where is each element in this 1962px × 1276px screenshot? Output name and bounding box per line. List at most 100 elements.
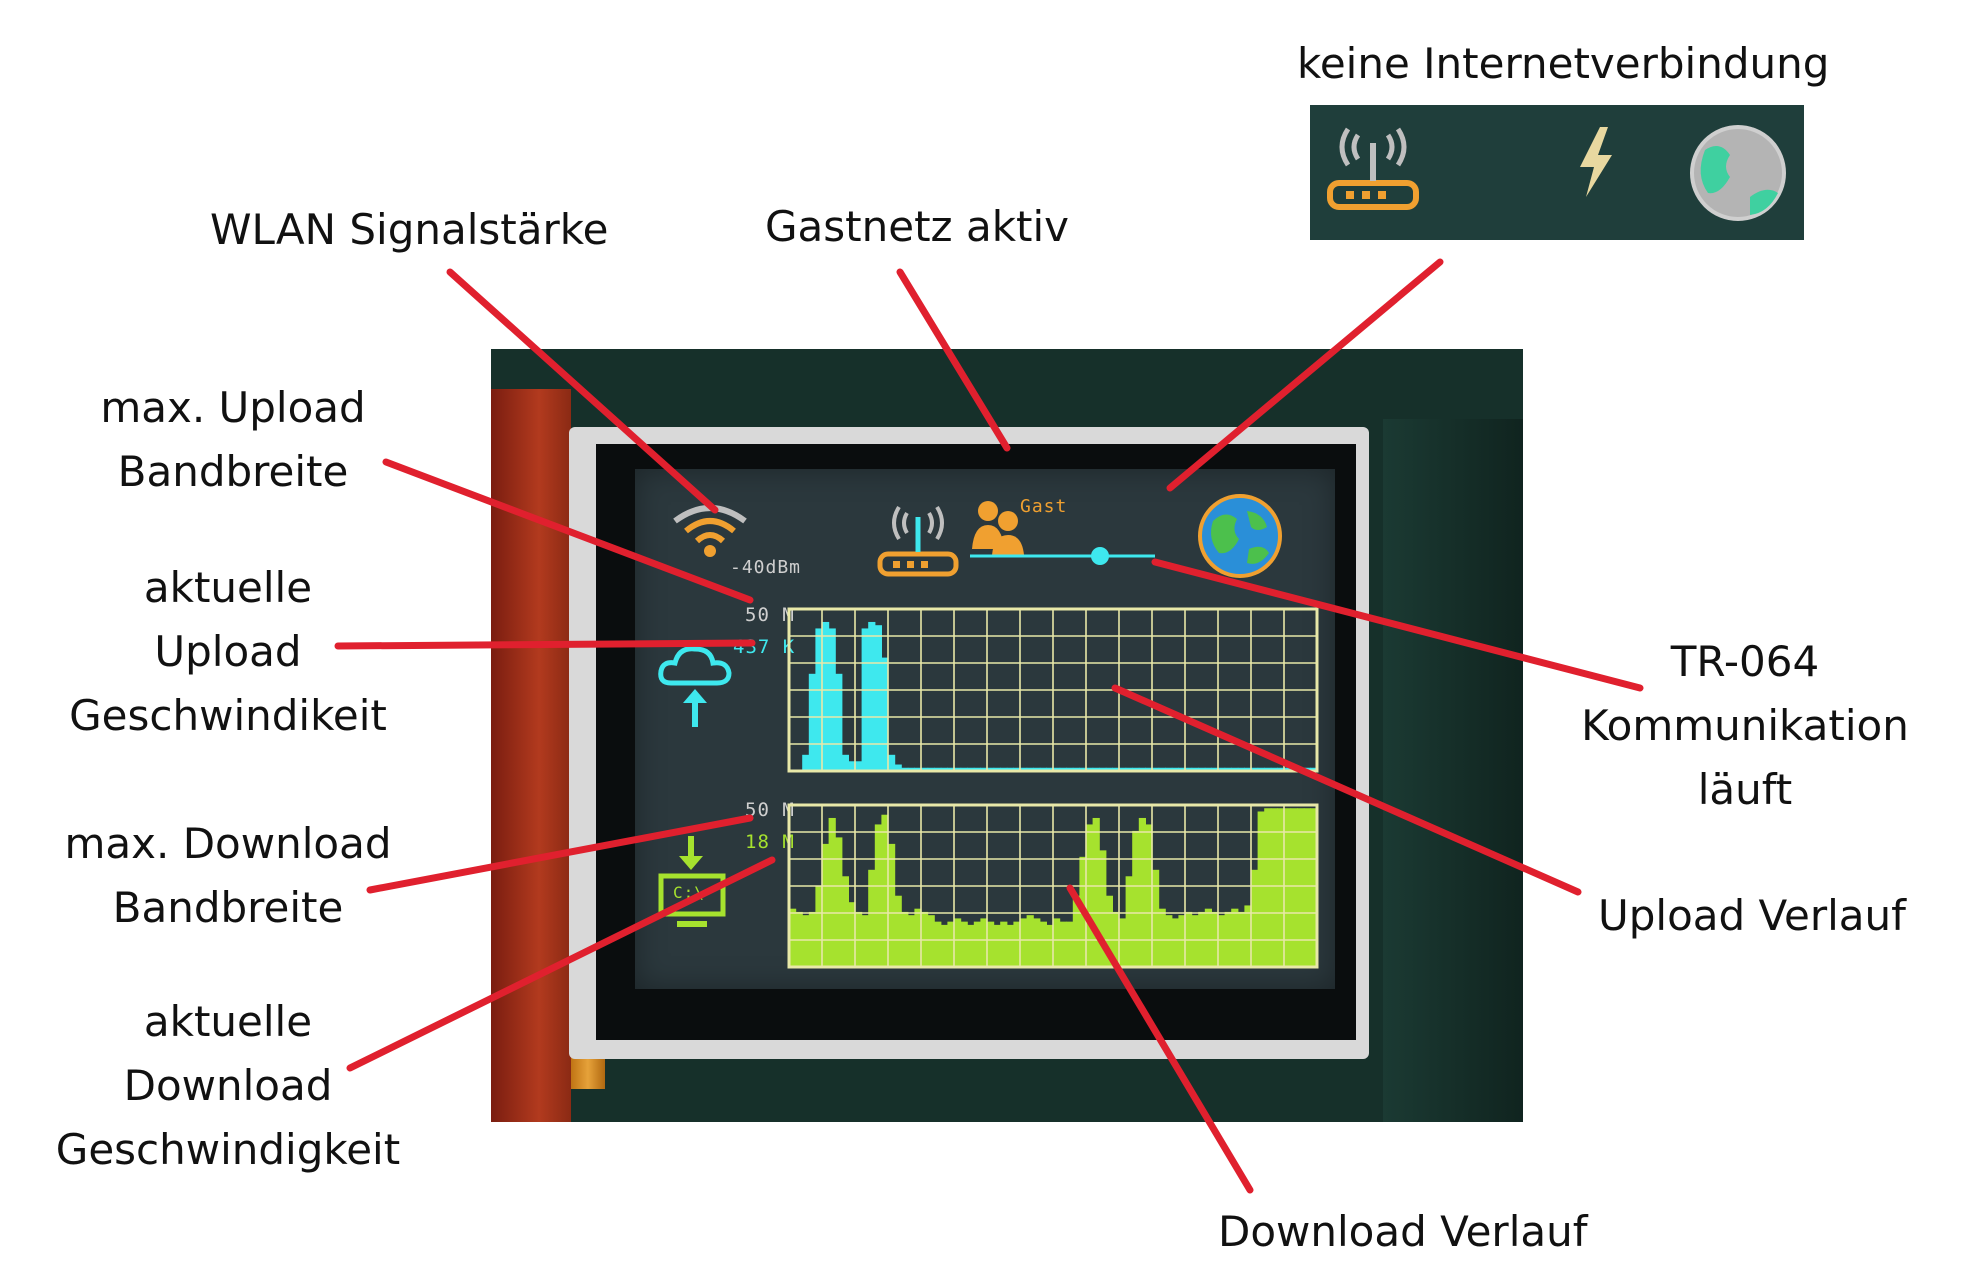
callout-line-3: läuft (1697, 765, 1793, 814)
download-bar (1284, 808, 1292, 967)
callout-line-2: Download (123, 1061, 333, 1110)
callout-line-2: Upload (154, 627, 302, 676)
line-max-download (366, 814, 754, 894)
globe-icon (1198, 494, 1282, 578)
download-bar (848, 902, 856, 967)
download-bar (914, 908, 922, 967)
upload-bar (1310, 767, 1318, 771)
download-bar (1026, 915, 1034, 967)
download-bar (1244, 905, 1252, 967)
download-bar (874, 824, 882, 967)
tr064-progress (970, 547, 1155, 565)
download-bar (881, 814, 889, 967)
upload-bar (1244, 767, 1252, 771)
download-bar (861, 915, 869, 967)
upload-bar (901, 767, 909, 771)
line-tr064 (1151, 558, 1644, 692)
upload-bar (1026, 767, 1034, 771)
download-bar (954, 918, 962, 967)
upload-bar (934, 767, 942, 771)
upload-bar (881, 657, 889, 771)
callout-download-history: Download Verlauf (1218, 1207, 1588, 1256)
no-internet-icons (1327, 125, 1786, 221)
download-bar (1303, 808, 1311, 967)
upload-frame (787, 607, 1319, 773)
download-bar (888, 843, 896, 967)
upload-bar (874, 625, 882, 771)
download-bar (802, 915, 810, 967)
callout-line-2: Bandbreite (112, 883, 344, 932)
upload-bar (894, 764, 902, 771)
upload-bar (987, 767, 995, 771)
upload-bar (1237, 767, 1245, 771)
callout-line-2: Kommunikation (1581, 701, 1909, 750)
download-bar (1165, 915, 1173, 967)
upload-bar (1198, 767, 1206, 771)
upload-bar (980, 767, 988, 771)
upload-bar (888, 754, 896, 771)
download-bar (1310, 808, 1318, 967)
signal-strength: -40dBm (730, 557, 802, 578)
download-computer-icon (658, 836, 726, 927)
download-bar (940, 924, 948, 967)
upload-bar (1211, 767, 1219, 771)
upload-bar (954, 767, 962, 771)
upload-bar (1033, 767, 1041, 771)
upload-bar (960, 767, 968, 771)
line-current-download (346, 856, 776, 1072)
upload-bar (822, 621, 830, 771)
line-max-upload (382, 458, 754, 604)
download-bar (894, 895, 902, 967)
download-bar (1125, 876, 1133, 967)
upload-bar (1152, 767, 1160, 771)
upload-bar (914, 767, 922, 771)
upload-bar (1066, 767, 1074, 771)
upload-bar (1112, 767, 1120, 771)
upload-bar (921, 767, 929, 771)
upload-bar (947, 767, 955, 771)
callout-line-1: aktuelle (143, 563, 313, 612)
upload-bar (1251, 767, 1259, 771)
pcb-right (1383, 419, 1523, 1122)
callout-line-1: TR-064 (1670, 637, 1820, 686)
upload-bar (1264, 767, 1272, 771)
upload-bar (940, 767, 948, 771)
download-bar (980, 918, 988, 967)
upload-bar (1231, 767, 1239, 771)
download-bar (1053, 918, 1061, 967)
upload-bar (841, 754, 849, 771)
download-bar (1257, 811, 1265, 967)
upload-bar (828, 628, 836, 771)
upload-bar (848, 761, 856, 771)
upload-bar (1171, 767, 1179, 771)
download-bar (1072, 895, 1080, 967)
download-bar (1270, 808, 1278, 967)
callout-current-upload: aktuelle Upload Geschwindikeit (56, 556, 400, 748)
upload-bar (993, 767, 1001, 771)
download-bar (993, 924, 1001, 967)
download-bar (822, 843, 830, 967)
download-bar (1059, 921, 1067, 967)
upload-bar (1046, 767, 1054, 771)
callout-line-3: Geschwindigkeit (55, 1125, 401, 1174)
upload-bar (967, 767, 975, 771)
download-frame (787, 803, 1319, 969)
upload-bar (1270, 767, 1278, 771)
download-bar (1033, 918, 1041, 967)
cloud-upload-icon (658, 646, 732, 727)
download-bar (841, 876, 849, 967)
download-bar (1132, 830, 1140, 967)
upload-bar (1158, 767, 1166, 771)
upload-bar (1125, 767, 1133, 771)
bandwidth-graphs (787, 607, 1319, 969)
download-bar (960, 921, 968, 967)
router-icon (877, 505, 959, 577)
download-bar (1204, 908, 1212, 967)
callout-current-download: aktuelle Download Geschwindigkeit (46, 990, 410, 1182)
callout-line-2: Bandbreite (117, 447, 349, 496)
upload-bar (1224, 767, 1232, 771)
download-bar (1231, 908, 1239, 967)
download-bar (987, 921, 995, 967)
download-bar (1152, 869, 1160, 967)
